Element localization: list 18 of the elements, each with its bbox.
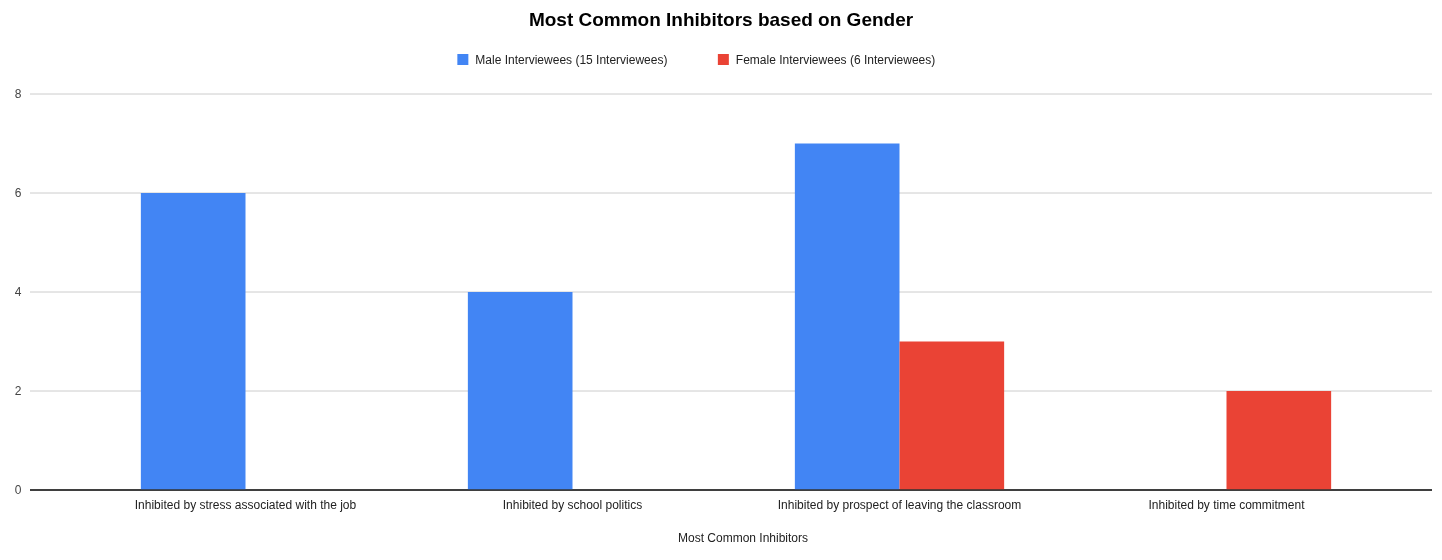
y-tick-label: 0	[14, 483, 22, 497]
y-tick-label: 6	[14, 186, 22, 200]
x-tick-label: Inhibited by stress associated with the job	[134, 498, 357, 512]
bar	[467, 292, 573, 490]
bar	[794, 143, 900, 490]
legend-label: Male Interviewees (15 Interviewees)	[475, 53, 668, 67]
y-tick-label: 4	[14, 285, 22, 299]
x-tick-label: Inhibited by time commitment	[1148, 498, 1306, 512]
x-axis-title: Most Common Inhibitors	[677, 531, 809, 545]
x-tick-label: Inhibited by prospect of leaving the classroom	[777, 498, 1022, 512]
chart-title: Most Common Inhibitors based on Gender	[528, 9, 914, 30]
x-tick-label: Inhibited by school politics	[502, 498, 643, 512]
legend-label: Female Interviewees (6 Interviewees)	[735, 53, 936, 67]
bar	[1226, 391, 1332, 490]
y-tick-label: 8	[14, 87, 22, 101]
bar	[899, 341, 1005, 490]
bar	[140, 193, 246, 490]
y-tick-label: 2	[14, 384, 22, 398]
